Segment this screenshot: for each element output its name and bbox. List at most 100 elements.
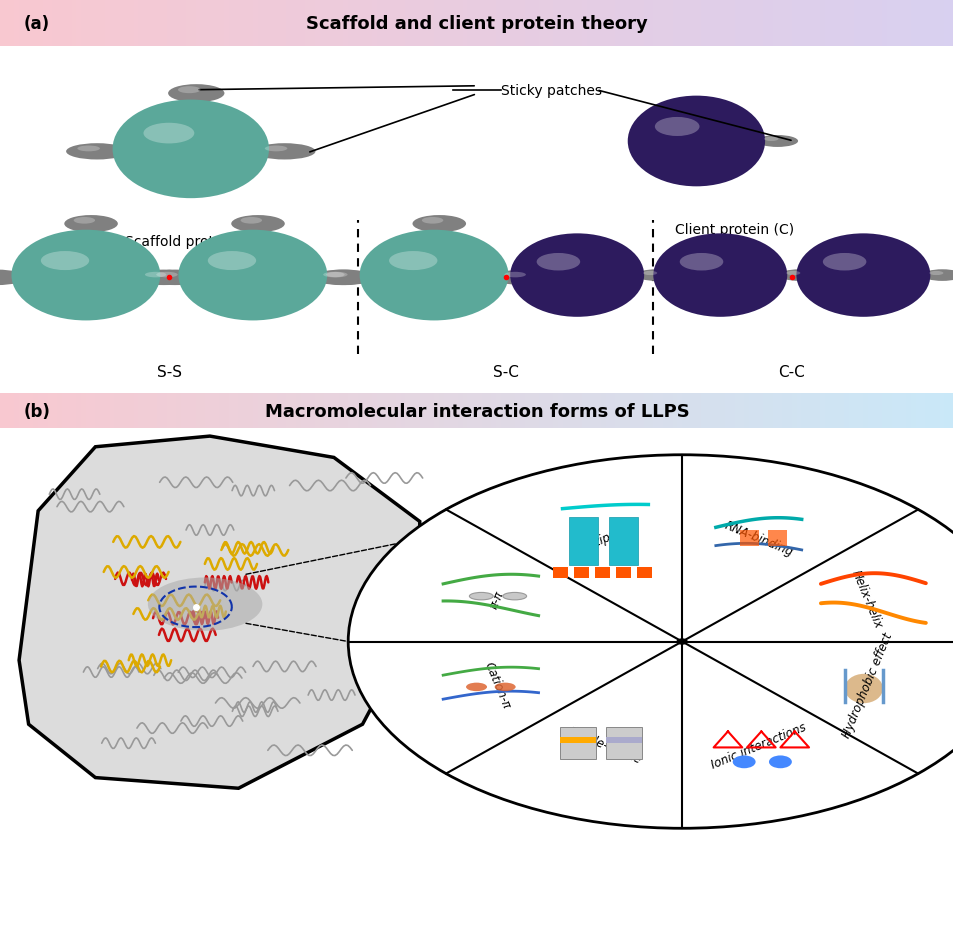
Text: S-C: S-C [492, 365, 518, 380]
Bar [553, 567, 568, 578]
Bar [882, 0, 886, 47]
Bar [867, 394, 872, 428]
Bar [105, 0, 110, 47]
Bar [777, 0, 781, 47]
Bar [943, 0, 948, 47]
Bar [643, 0, 648, 47]
Bar [172, 394, 176, 428]
Bar [877, 394, 882, 428]
Bar [600, 0, 605, 47]
Bar [124, 0, 129, 47]
Bar [372, 394, 376, 428]
Bar [538, 394, 543, 428]
Bar [172, 0, 176, 47]
Bar [901, 394, 905, 428]
Ellipse shape [421, 218, 443, 224]
Bar [262, 0, 267, 47]
Bar [748, 394, 753, 428]
Bar [548, 394, 553, 428]
Bar [843, 394, 848, 428]
Bar [920, 394, 924, 428]
Bar [581, 394, 586, 428]
Bar [524, 394, 529, 428]
Bar [362, 394, 367, 428]
Bar [574, 567, 589, 578]
Bar [829, 0, 834, 47]
Bar [191, 394, 195, 428]
Bar [786, 0, 791, 47]
Bar [624, 0, 629, 47]
Bar [648, 0, 653, 47]
Bar [772, 0, 777, 47]
Ellipse shape [654, 118, 699, 137]
Bar [62, 0, 67, 47]
Bar [152, 0, 157, 47]
Bar [119, 394, 124, 428]
Circle shape [348, 455, 953, 829]
Bar [572, 394, 577, 428]
Bar [243, 394, 248, 428]
Bar [534, 394, 538, 428]
Bar [834, 394, 839, 428]
Bar [681, 394, 686, 428]
Bar [38, 394, 43, 428]
Bar [891, 394, 896, 428]
Text: (b): (b) [24, 402, 51, 420]
Ellipse shape [922, 270, 953, 282]
Ellipse shape [146, 271, 204, 286]
Bar [567, 0, 572, 47]
Bar [152, 394, 157, 428]
Bar [481, 0, 486, 47]
Bar [224, 394, 229, 428]
Bar [639, 0, 643, 47]
Bar [210, 0, 214, 47]
Ellipse shape [763, 137, 778, 142]
Bar [19, 394, 24, 428]
Ellipse shape [208, 252, 256, 271]
Bar [596, 0, 600, 47]
Bar [395, 394, 400, 428]
Bar [491, 0, 496, 47]
Bar [753, 394, 758, 428]
Bar [143, 394, 148, 428]
Bar [129, 394, 133, 428]
Bar [743, 394, 748, 428]
Bar [457, 0, 462, 47]
Ellipse shape [11, 231, 160, 321]
Bar [605, 394, 610, 428]
Bar [637, 567, 652, 578]
Bar [543, 0, 548, 47]
Bar [948, 394, 953, 428]
Bar [905, 0, 910, 47]
Bar [248, 0, 253, 47]
Bar [314, 0, 319, 47]
Ellipse shape [73, 218, 95, 224]
Bar [662, 394, 667, 428]
Bar [210, 394, 214, 428]
Bar [138, 0, 143, 47]
Bar [100, 0, 105, 47]
Bar [624, 394, 629, 428]
Bar [186, 0, 191, 47]
Ellipse shape [504, 273, 525, 278]
Bar [515, 0, 519, 47]
Bar [148, 0, 152, 47]
Text: Scaffold protein (s): Scaffold protein (s) [125, 235, 256, 248]
Bar [186, 394, 191, 428]
Text: RNA-binding: RNA-binding [721, 518, 794, 558]
Bar [386, 0, 391, 47]
Text: Macromolecular interaction forms of LLPS: Macromolecular interaction forms of LLPS [264, 402, 689, 420]
Bar [538, 0, 543, 47]
Ellipse shape [642, 272, 657, 275]
Bar [381, 0, 386, 47]
Bar [886, 394, 891, 428]
Bar [238, 0, 243, 47]
Bar [195, 394, 200, 428]
Ellipse shape [412, 216, 466, 233]
Bar [71, 0, 76, 47]
Bar [762, 0, 767, 47]
Bar [619, 394, 624, 428]
Ellipse shape [323, 273, 344, 278]
Bar [786, 394, 791, 428]
Bar [157, 0, 162, 47]
